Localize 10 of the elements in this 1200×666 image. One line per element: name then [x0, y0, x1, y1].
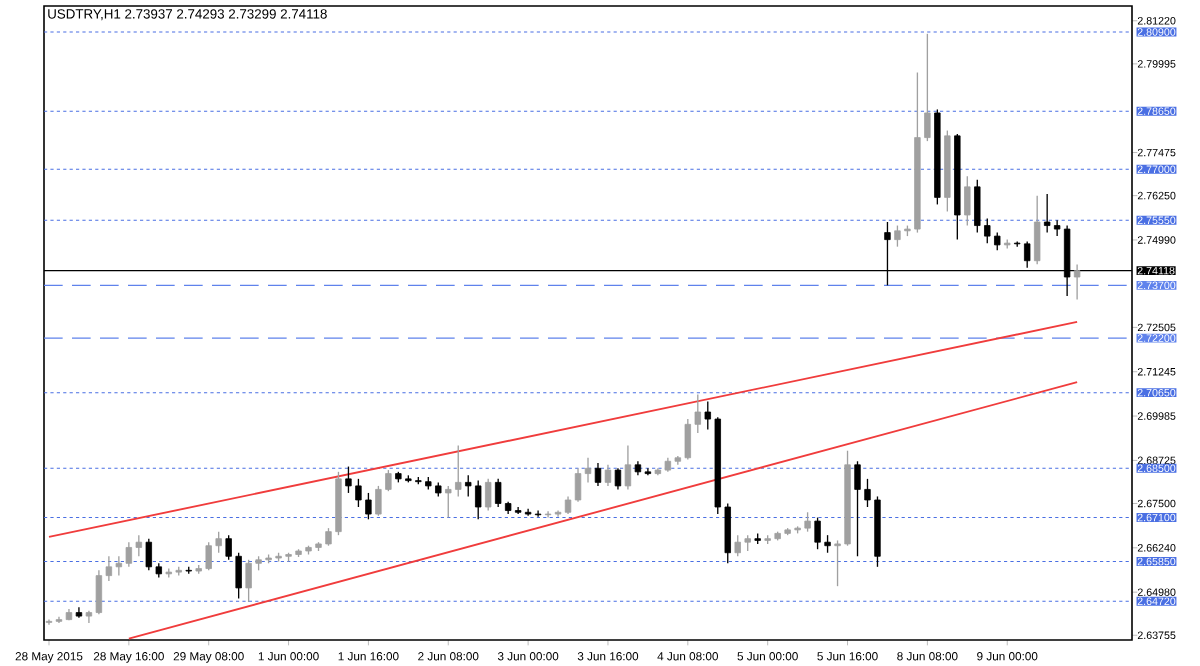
candlestick	[624, 444, 632, 491]
candlestick	[614, 467, 622, 491]
candlestick	[604, 464, 612, 487]
candlestick	[964, 175, 971, 227]
candlestick	[584, 457, 592, 484]
candlestick	[1073, 263, 1081, 301]
candlestick	[485, 478, 492, 512]
candlestick	[574, 467, 582, 503]
candlestick	[1033, 194, 1041, 265]
candlestick	[594, 462, 602, 487]
